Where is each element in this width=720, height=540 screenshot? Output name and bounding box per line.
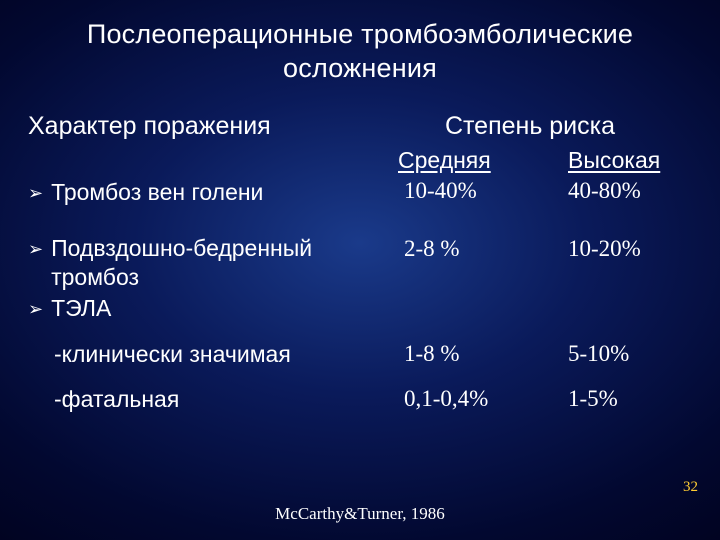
row2-label-cell: ➢ Подвздошно-бедренный тромбоз [28, 234, 398, 292]
subrow1-mid: 1-8 % [398, 341, 548, 367]
subrow2-label-cell: фатальная [28, 386, 398, 413]
subrow1-label-cell: клинически значимая [28, 341, 398, 368]
bullet-item-1: ➢ Тромбоз вен голени [28, 178, 398, 207]
subheader-spacer [28, 147, 398, 174]
header-risk: Степень риска [398, 112, 692, 141]
slide-title: Послеоперационные тромбоэмболические осл… [28, 18, 692, 86]
subrow1-label: клинически значимая [28, 341, 398, 368]
subrow2-text: фатальная [62, 386, 180, 412]
row1-label: Тромбоз вен голени [51, 178, 263, 207]
subrow1-text: клинически значимая [62, 341, 291, 367]
citation: McCarthy&Turner, 1986 [0, 504, 720, 524]
subrow-2: фатальная 0,1-0,4% 1-5% [28, 386, 692, 413]
title-line-1: Послеоперационные тромбоэмболические [87, 19, 633, 49]
title-line-2: осложнения [283, 53, 437, 83]
subrow1-right: 5-10% [548, 341, 692, 367]
subheader-medium: Средняя [398, 147, 548, 174]
row1-mid: 10-40% [398, 178, 548, 204]
data-row-1: ➢ Тромбоз вен голени 10-40% 40-80% [28, 178, 692, 207]
data-row-3: ➢ ТЭЛА [28, 294, 692, 323]
row3-label-cell: ➢ ТЭЛА [28, 294, 398, 323]
row1-right: 40-80% [548, 178, 692, 204]
subrow2-mid: 0,1-0,4% [398, 386, 548, 412]
bullet-marker-icon: ➢ [28, 238, 43, 261]
subrow2-right: 1-5% [548, 386, 692, 412]
bullet-item-2: ➢ Подвздошно-бедренный тромбоз [28, 234, 398, 292]
subrow2-label: фатальная [28, 386, 398, 413]
header-row: Характер поражения Степень риска [28, 112, 692, 141]
header-character: Характер поражения [28, 112, 398, 141]
subheader-high: Высокая [548, 147, 692, 174]
bullet-marker-icon: ➢ [28, 298, 43, 321]
subheader-row: Средняя Высокая [28, 147, 692, 174]
row2-label: Подвздошно-бедренный тромбоз [51, 234, 398, 292]
bullet-item-3: ➢ ТЭЛА [28, 294, 398, 323]
subrow-1: клинически значимая 1-8 % 5-10% [28, 341, 692, 368]
row2-right: 10-20% [548, 234, 692, 262]
slide-number: 32 [683, 479, 698, 496]
bullet-marker-icon: ➢ [28, 182, 43, 205]
slide-container: Послеоперационные тромбоэмболические осл… [0, 0, 720, 540]
data-row-2: ➢ Подвздошно-бедренный тромбоз 2-8 % 10-… [28, 234, 692, 292]
row2-mid: 2-8 % [398, 234, 548, 262]
row3-label: ТЭЛА [51, 294, 111, 323]
row1-label-cell: ➢ Тромбоз вен голени [28, 178, 398, 207]
